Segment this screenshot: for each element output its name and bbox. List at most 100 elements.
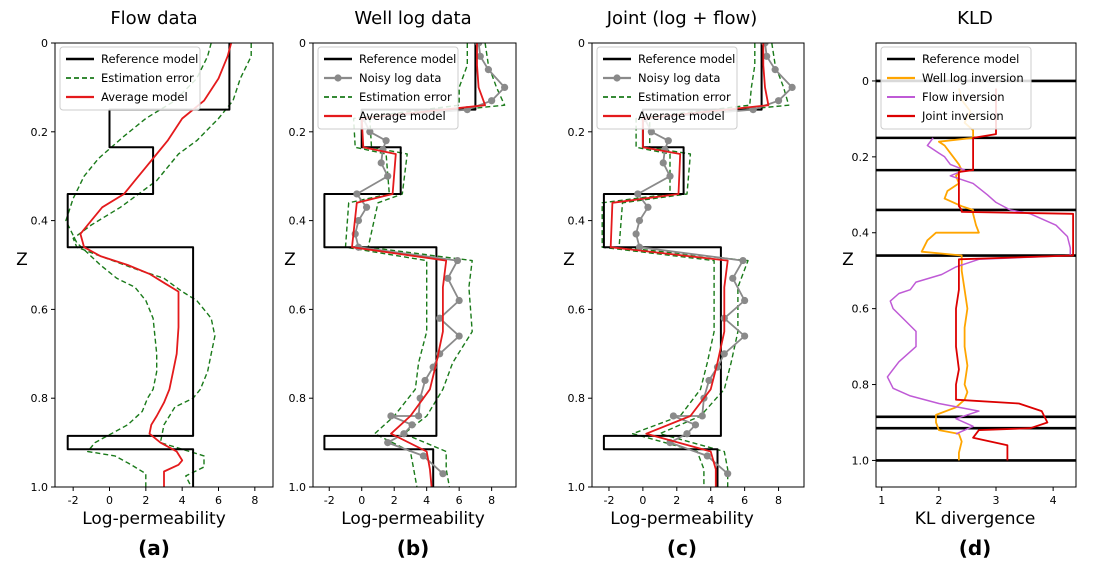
panel-well-log-data: Well log data (b) Log-permeability Z -2 0… (284, 8, 517, 560)
legend-label: Estimation error (638, 90, 731, 104)
legend-label: Estimation error (101, 71, 194, 85)
plot-frame (54, 42, 274, 488)
noisy-log-point (384, 439, 392, 447)
noisy-log-point (387, 412, 395, 420)
x-tick-label: 1 (878, 494, 885, 507)
y-tick-label: 1.0 (568, 481, 586, 494)
x-tick-label: 6 (456, 494, 463, 507)
x-axis-label: KL divergence (915, 509, 1036, 529)
legend-box (317, 46, 459, 130)
y-tick-label: 0.8 (289, 392, 307, 405)
noisy-log-point (354, 217, 363, 225)
legend: Reference model Estimation error Average m… (59, 46, 201, 111)
plot-frame (312, 42, 517, 488)
y-tick-label: 0.2 (31, 126, 49, 139)
x-tick-label: 2 (673, 494, 680, 507)
noisy-log-point (632, 230, 640, 238)
legend-label: Reference model (922, 52, 1019, 66)
x-tick-label: -2 (603, 494, 614, 507)
legend-box (59, 46, 201, 111)
plot-area (876, 79, 1076, 462)
noisy-log-point (484, 66, 492, 74)
well-log-inversion-line (920, 88, 980, 461)
x-axis-label: Log-permeability (610, 509, 754, 529)
panel-label: (d) (959, 536, 992, 560)
joint-inversion-line (955, 88, 1074, 461)
average-model-line (351, 43, 487, 487)
legend-label: Flow inversion (922, 90, 1005, 104)
noisy-log-point (439, 470, 447, 478)
noisy-log-point (455, 296, 463, 305)
x-tick-label: 3 (993, 494, 1000, 507)
x-tick-label: 8 (488, 494, 495, 507)
noisy-log-point (408, 421, 416, 429)
y-tick-label: 0.2 (852, 151, 870, 164)
legend-box (596, 46, 738, 130)
y-axis-label: Z (842, 250, 854, 270)
noisy-log-point (659, 159, 667, 167)
noisy-log-point (771, 66, 779, 74)
legend-label: Average model (638, 109, 725, 123)
noisy-log-point (741, 332, 749, 340)
noisy-log-point (635, 243, 644, 251)
noisy-log-point (683, 430, 691, 438)
noisy-log-point (366, 128, 374, 136)
panel-title: Joint (log + flow) (606, 8, 758, 29)
noisy-log-point (353, 190, 361, 198)
x-tick-label: 2 (935, 494, 942, 507)
estimation-error-bound-line (65, 43, 212, 487)
noisy-log-point (421, 376, 429, 385)
noisy-log-point (720, 350, 728, 358)
noisy-log-point (729, 274, 737, 282)
legend-box (880, 46, 1032, 130)
x-tick-label: 0 (358, 494, 365, 507)
x-tick-label: 4 (179, 494, 186, 507)
y-tick-label: 0.2 (289, 126, 307, 139)
noisy-log-point (669, 412, 678, 420)
y-tick-label: 0.8 (568, 392, 586, 405)
legend: Reference model Noisy log data Estimation … (317, 46, 459, 130)
panel-title: KLD (957, 8, 993, 29)
x-tick-label: -2 (68, 494, 79, 507)
legend: Reference model Well log inversion Flow in… (880, 46, 1032, 130)
y-tick-label: 1.0 (289, 481, 307, 494)
x-tick-label: 2 (391, 494, 398, 507)
noisy-log-point (455, 332, 463, 340)
legend-label: Estimation error (359, 90, 452, 104)
noisy-log-point (691, 421, 700, 429)
noisy-log-point (705, 376, 713, 385)
noisy-log-point (634, 190, 642, 198)
x-tick-label: 4 (1050, 494, 1057, 507)
y-tick-label: 0 (41, 37, 48, 50)
legend-label: Reference model (101, 52, 198, 66)
y-tick-label: 0.4 (568, 215, 586, 228)
x-tick-label: 8 (775, 494, 782, 507)
noisy-log-point (382, 137, 390, 145)
panel-kld: KLD (d) KL divergence Z 1 2 3 4 0 0.2 0.4 0.6 0.… (842, 8, 1077, 560)
noisy-log-point (377, 159, 385, 167)
estimation-error-line (72, 43, 252, 487)
x-tick-label: 4 (423, 494, 430, 507)
legend-marker (334, 74, 342, 82)
legend-marker (613, 74, 621, 82)
plot-area (601, 43, 796, 487)
panel-label: (c) (667, 536, 697, 560)
legend-label: Average model (101, 90, 188, 104)
x-tick-label: 0 (106, 494, 113, 507)
noisy-log-point (400, 430, 408, 438)
noisy-log-point (362, 203, 371, 211)
noisy-log-point (703, 452, 711, 460)
panel-joint: Joint (log + flow) (c) Log-permeability … (563, 8, 805, 560)
noisy-log-point (644, 203, 652, 211)
noisy-log-point (647, 128, 655, 136)
y-tick-label: 0 (299, 37, 306, 50)
noisy-log-point (741, 296, 749, 305)
noisy-log-point (698, 412, 706, 420)
noisy-log-point (453, 256, 462, 265)
legend: Reference model Noisy log data Estimation … (596, 46, 738, 130)
y-tick-label: 0.8 (852, 379, 870, 392)
y-axis-label: Z (563, 250, 575, 270)
y-axis-label: Z (284, 250, 296, 270)
legend-label: Noisy log data (638, 71, 720, 85)
y-tick-label: 0.6 (852, 303, 870, 316)
